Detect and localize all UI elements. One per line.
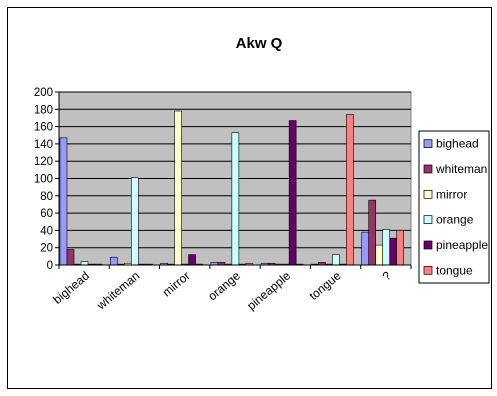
bar-bighead-whiteman: [109, 256, 118, 266]
x-tick-label: orange: [205, 268, 243, 303]
y-tick-label: 160: [34, 122, 53, 134]
legend-label: bighead: [436, 137, 479, 151]
x-tick-label: pineapple: [244, 268, 293, 312]
legend-swatch: [423, 240, 433, 250]
legend-swatch: [423, 189, 433, 199]
bar-orange-orange: [231, 132, 240, 266]
legend-label: orange: [436, 213, 474, 227]
y-tick-label: 140: [34, 139, 53, 151]
bar-mirror-mirror: [174, 110, 182, 266]
bar-pineapple-unknown: [389, 237, 398, 266]
y-tick-label: 100: [34, 174, 53, 186]
legend-swatch: [423, 265, 433, 275]
bar-whiteman-unknown: [368, 199, 377, 266]
y-tick-label: 200: [34, 87, 53, 99]
x-axis-labels: bighead whiteman mirror orange pineapple tong…: [50, 268, 394, 313]
bar-orange-whiteman: [130, 177, 139, 266]
legend-label: tongue: [436, 263, 473, 277]
legend-label: mirror: [436, 187, 467, 201]
x-tick-label: bighead: [50, 269, 92, 307]
legend-swatch: [423, 215, 433, 225]
y-tick-label: 180: [34, 104, 53, 116]
bar-tongue-unknown: [396, 230, 405, 266]
x-tick-label: ?: [380, 268, 394, 283]
bar-pineapple-mirror: [188, 254, 196, 266]
chart-title: Akw Q: [236, 35, 283, 52]
legend-swatch: [423, 164, 433, 174]
bar-orange-tongue: [332, 254, 340, 266]
bar-orange-unknown: [382, 229, 391, 266]
y-tick-label: 60: [40, 208, 53, 220]
legend: bighead whiteman mirror orange pineapple tong…: [418, 130, 490, 284]
y-tick-label: 80: [40, 191, 53, 203]
bar-bighead-unknown: [361, 231, 370, 266]
x-tick-label: whiteman: [93, 269, 142, 313]
bar-bighead-bighead: [59, 137, 68, 266]
y-axis-ticks: 0 20 40 60 80 100 120 140 160 180 200: [34, 87, 59, 272]
bar-tongue-tongue: [346, 114, 354, 266]
bar-pineapple-pineapple: [288, 120, 297, 266]
legend-box: [418, 130, 490, 284]
y-tick-label: 120: [34, 156, 53, 168]
y-tick-label: 0: [47, 260, 53, 272]
legend-swatch: [423, 139, 433, 149]
x-tick-label: tongue: [306, 268, 343, 303]
legend-label: pineapple: [436, 238, 488, 252]
x-tick-label: mirror: [160, 269, 193, 300]
bar-whiteman-bighead: [66, 249, 75, 266]
y-tick-label: 20: [40, 243, 53, 255]
legend-label: whiteman: [435, 162, 487, 176]
y-tick-label: 40: [40, 225, 53, 237]
bar-mirror-unknown: [375, 244, 384, 266]
bar-orange-bighead: [80, 261, 89, 266]
